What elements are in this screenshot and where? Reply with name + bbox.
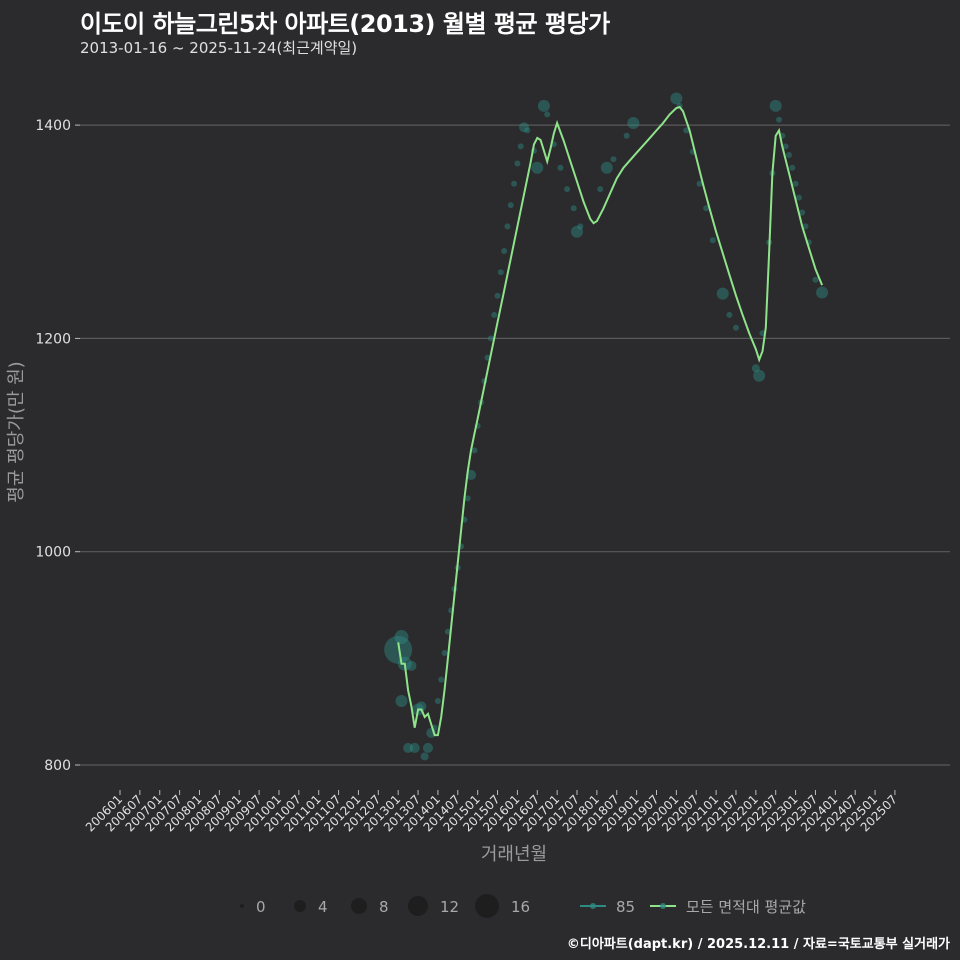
legend: 0 4 8 12 16 85 모든 면적대 평균값 [240, 894, 806, 918]
x-axis: 2006012006072007012007072008012008072009… [83, 790, 900, 835]
y-tick-label: 800 [44, 758, 71, 774]
data-point [471, 447, 478, 454]
data-point [514, 160, 521, 167]
data-point [519, 122, 530, 133]
data-point [501, 247, 508, 254]
data-point [789, 164, 796, 171]
data-point [802, 223, 809, 230]
data-point [782, 143, 789, 150]
source-caption: ©디아파트(dapt.kr) / 2025.12.11 / 자료=국토교통부 실… [566, 937, 950, 952]
data-point [795, 194, 802, 201]
data-point [564, 186, 571, 193]
data-point [409, 742, 420, 753]
data-point [420, 752, 429, 761]
data-point [537, 99, 550, 112]
x-axis-title: 거래년월 [481, 844, 547, 865]
data-point [395, 695, 408, 708]
data-point [812, 276, 819, 283]
data-point [670, 92, 683, 105]
data-point [600, 161, 613, 174]
size-legend-label: 12 [440, 898, 459, 916]
chart-title: 이도이 하늘그린5차 아파트(2013) 월별 평균 평당가 [80, 10, 610, 38]
data-point [517, 143, 524, 150]
size-legend-dot [240, 904, 244, 908]
data-point [504, 223, 511, 230]
data-point [544, 111, 551, 118]
data-point [726, 311, 733, 318]
data-point [494, 292, 501, 299]
data-point [434, 698, 441, 705]
data-point [696, 180, 703, 187]
y-axis: 800 1000 1200 1400 [35, 118, 80, 774]
y-tick-label: 1400 [35, 118, 71, 134]
data-point [776, 116, 783, 123]
data-point [623, 132, 630, 139]
series-legend-label: 85 [616, 898, 635, 916]
data-point [577, 223, 584, 230]
data-point [683, 127, 690, 134]
y-tick-label: 1000 [35, 545, 71, 561]
data-point [571, 225, 584, 238]
scatter-points-85 [384, 92, 829, 761]
data-point [785, 151, 792, 158]
data-point [792, 180, 799, 187]
data-point [716, 287, 729, 300]
data-point [627, 116, 640, 129]
data-point [610, 156, 617, 163]
data-point [753, 369, 766, 382]
data-point [487, 335, 494, 342]
data-point [497, 269, 504, 276]
data-point [511, 180, 518, 187]
size-legend-dot [294, 900, 306, 912]
data-point [799, 209, 806, 216]
size-legend-label: 8 [379, 898, 389, 916]
data-point [703, 205, 710, 212]
y-tick-label: 1200 [35, 331, 71, 347]
y-axis-title: 평균 평당가(만 원) [6, 361, 27, 502]
data-point [709, 237, 716, 244]
chart-subtitle: 2013-01-16 ~ 2025-11-24(최근계약일) [80, 39, 358, 57]
data-point [384, 635, 413, 664]
data-point [769, 99, 782, 112]
size-legend-label: 16 [511, 898, 530, 916]
size-legend-dot [351, 898, 367, 914]
size-legend-label: 0 [256, 898, 266, 916]
data-point [816, 286, 829, 299]
size-legend-dot [475, 894, 499, 918]
data-point [597, 186, 604, 193]
data-point [444, 628, 451, 635]
data-point [422, 742, 433, 753]
data-point [441, 650, 448, 657]
size-legend-dot [408, 896, 428, 916]
average-line [397, 105, 824, 737]
data-point [557, 164, 564, 171]
data-point [507, 202, 514, 209]
series-legend-label: 모든 면적대 평균값 [686, 898, 806, 916]
data-point [394, 630, 409, 645]
data-point [403, 742, 414, 753]
data-point [464, 495, 471, 502]
data-point [531, 161, 544, 174]
data-point [751, 364, 760, 373]
data-point [524, 127, 531, 134]
data-point [438, 676, 445, 683]
data-point [570, 205, 577, 212]
data-point [406, 660, 417, 671]
data-point [732, 324, 739, 331]
size-legend-label: 4 [318, 898, 328, 916]
data-point [491, 311, 498, 318]
grid-lines [80, 124, 950, 766]
